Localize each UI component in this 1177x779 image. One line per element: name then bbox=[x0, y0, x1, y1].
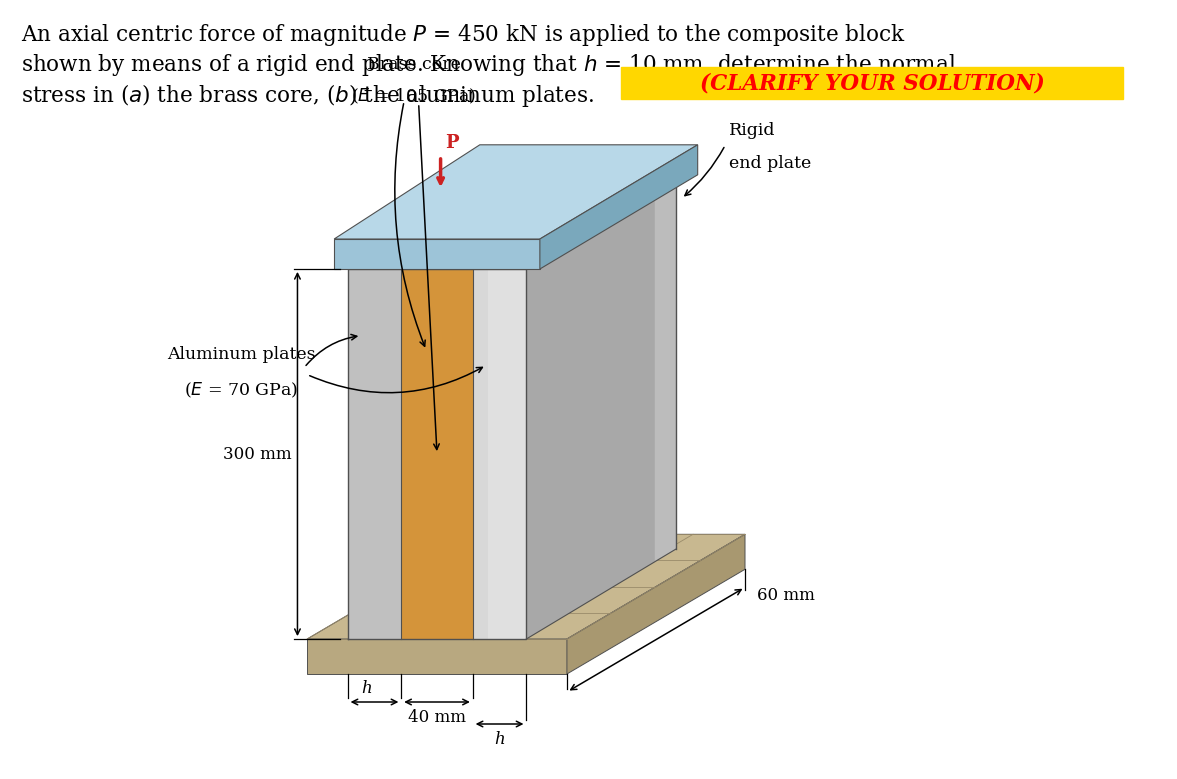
Text: stress in ($a$) the brass core, ($b$) the aluminum plates.: stress in ($a$) the brass core, ($b$) th… bbox=[21, 82, 597, 109]
Text: (CLARIFY YOUR SOLUTION): (CLARIFY YOUR SOLUTION) bbox=[700, 72, 1044, 94]
Text: end plate: end plate bbox=[730, 155, 811, 172]
Polygon shape bbox=[334, 239, 540, 269]
Polygon shape bbox=[654, 179, 676, 561]
Text: 60 mm: 60 mm bbox=[757, 587, 814, 604]
Text: 300 mm: 300 mm bbox=[224, 446, 292, 463]
Polygon shape bbox=[401, 269, 473, 639]
Text: h: h bbox=[494, 731, 505, 748]
Polygon shape bbox=[307, 534, 745, 639]
Polygon shape bbox=[540, 145, 698, 269]
Polygon shape bbox=[526, 179, 676, 639]
Text: P: P bbox=[445, 134, 459, 152]
Text: 40 mm: 40 mm bbox=[408, 709, 466, 726]
Text: Rigid: Rigid bbox=[730, 122, 776, 139]
Text: Aluminum plates: Aluminum plates bbox=[167, 346, 315, 362]
Polygon shape bbox=[487, 269, 526, 639]
Polygon shape bbox=[567, 534, 745, 674]
Text: shown by means of a rigid end plate. Knowing that $h$ = 10 mm, determine the nor: shown by means of a rigid end plate. Kno… bbox=[21, 52, 957, 78]
Text: ($E$ = 70 GPa): ($E$ = 70 GPa) bbox=[185, 381, 299, 400]
FancyBboxPatch shape bbox=[621, 67, 1123, 99]
Polygon shape bbox=[347, 269, 401, 639]
Text: Brass core: Brass core bbox=[367, 56, 460, 73]
Text: ($E$ = 105 GPa): ($E$ = 105 GPa) bbox=[351, 87, 477, 106]
Text: An axial centric force of magnitude $P$ = 450 kN is applied to the composite blo: An axial centric force of magnitude $P$ … bbox=[21, 22, 906, 48]
Polygon shape bbox=[307, 639, 567, 674]
Polygon shape bbox=[473, 269, 526, 639]
Text: h: h bbox=[361, 680, 372, 697]
Polygon shape bbox=[334, 145, 698, 239]
